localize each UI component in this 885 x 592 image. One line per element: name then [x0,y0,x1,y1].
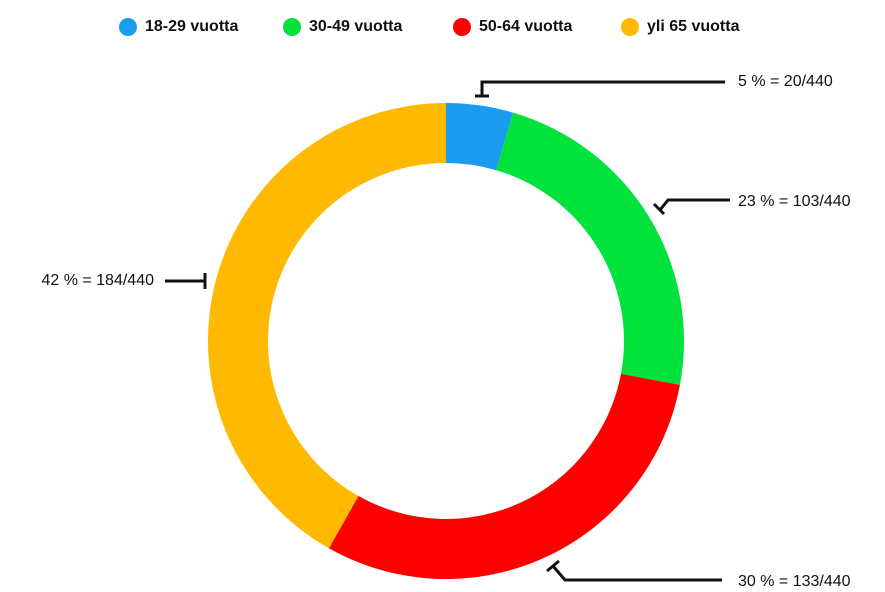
donut-segment [328,373,680,580]
leader-line [658,198,730,211]
leader-line [551,565,722,582]
legend-label: 50-64 vuotta [479,18,572,35]
legend-swatch [119,18,137,36]
donut-segment [208,103,446,549]
donut-segment [496,112,684,385]
legend-label: 30-49 vuotta [309,18,402,35]
leader-cap [546,559,560,573]
legend-swatch [621,18,639,36]
legend-swatch [283,18,301,36]
leader-cap [652,202,666,216]
data-label: 30 % = 133/440 [738,573,851,590]
leader-line [480,80,725,96]
legend-label: yli 65 vuotta [647,18,740,35]
data-label: 42 % = 184/440 [41,272,154,289]
data-label: 23 % = 103/440 [738,193,851,210]
donut-segment [446,103,514,171]
legend-swatch [453,18,471,36]
data-label: 5 % = 20/440 [738,73,833,90]
legend-label: 18-29 vuotta [145,18,238,35]
